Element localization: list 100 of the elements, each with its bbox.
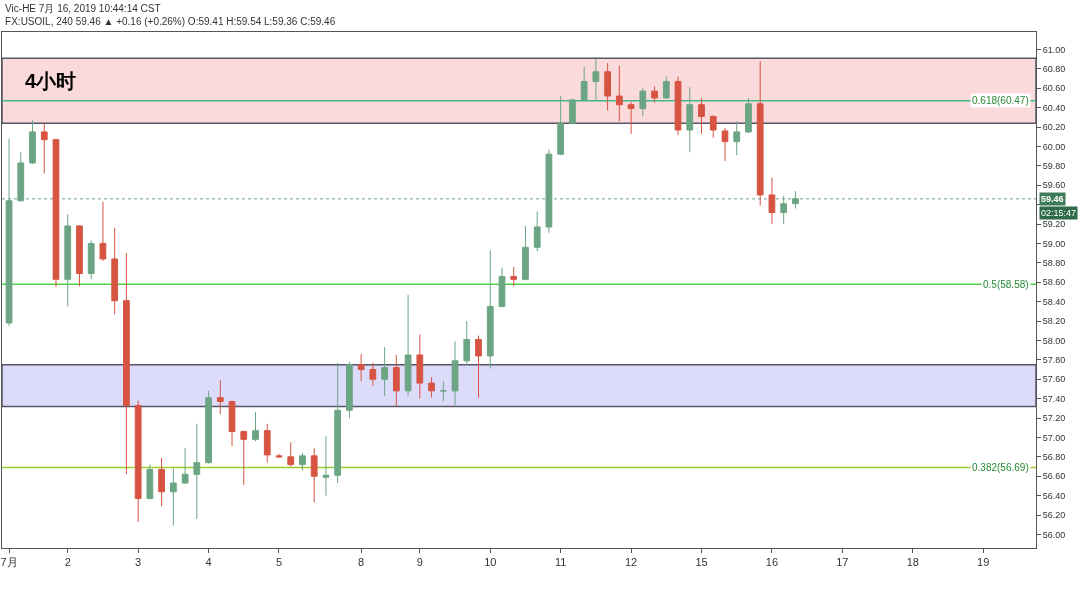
- candlestick: [498, 267, 506, 308]
- y-tick-label: 56.20: [1042, 510, 1066, 521]
- ref-line-label: 0.382(56.69): [972, 462, 1029, 473]
- candlestick: [533, 210, 541, 252]
- x-tick-label: 3: [135, 556, 142, 569]
- candlestick: [686, 86, 694, 153]
- candlestick: [158, 457, 165, 507]
- candlestick: [40, 122, 48, 175]
- y-tick-label: 59.20: [1042, 219, 1066, 230]
- candlestick: [639, 87, 647, 117]
- y-tick-label: 57.20: [1042, 413, 1066, 424]
- x-tick-label: 17: [836, 556, 849, 569]
- y-tick-label: 60.00: [1042, 141, 1066, 152]
- x-tick-label: 18: [906, 556, 919, 569]
- y-tick-label: 56.40: [1042, 490, 1066, 501]
- candlestick: [475, 335, 482, 399]
- candlestick: [745, 97, 752, 134]
- x-tick-label: 9: [416, 556, 423, 569]
- candlestick: [87, 240, 95, 280]
- x-tick-label: 12: [624, 556, 638, 569]
- candlestick: [76, 224, 83, 287]
- candlestick: [275, 453, 283, 459]
- x-tick-label: 2: [64, 556, 71, 569]
- candlestick: [392, 354, 400, 407]
- candlestick: [510, 266, 518, 287]
- candlestick: [29, 119, 36, 165]
- y-tick-label: 57.40: [1042, 393, 1066, 404]
- y-tick-label: 56.00: [1042, 529, 1066, 540]
- candlestick: [381, 346, 388, 397]
- x-tick-label: 8: [358, 556, 365, 569]
- text: 02:15:47: [1041, 208, 1077, 218]
- candlestick: [651, 85, 658, 104]
- x-tick-label: 5: [275, 556, 283, 569]
- candlestick: [486, 249, 494, 370]
- candlestick: [674, 76, 682, 136]
- candlestick: [604, 62, 611, 112]
- x-tick-label: 19: [977, 556, 990, 569]
- candlestick: [698, 97, 705, 135]
- candlestick: [416, 334, 424, 400]
- candlestick: [216, 379, 224, 415]
- candlestick: [768, 176, 776, 225]
- candlestick: [205, 390, 212, 465]
- x-tick-label: 16: [765, 556, 779, 569]
- x-tick-label: 7月: [0, 556, 18, 569]
- chart-title: Vic-HE 7月 16, 2019 10:44:14 CST: [5, 3, 161, 14]
- candlestick: [592, 58, 600, 101]
- y-tick-label: 59.80: [1042, 161, 1066, 171]
- y-tick-label: 59.60: [1042, 180, 1066, 191]
- y-tick-label: 61.00: [1042, 44, 1066, 55]
- candlestick: [346, 361, 353, 419]
- ref-line-label: 59.46: [1041, 194, 1064, 204]
- candlestick: [709, 114, 717, 139]
- y-tick-label: 58.20: [1042, 316, 1066, 327]
- x-tick-label: 10: [484, 556, 497, 569]
- y-tick-label: 58.60: [1042, 277, 1066, 288]
- y-tick-label: 57.80: [1042, 354, 1066, 365]
- x-tick-label: 4: [205, 556, 212, 569]
- candlestick: [123, 252, 130, 475]
- candlestick: [580, 66, 588, 102]
- y-tick-label: 56.60: [1042, 471, 1066, 482]
- candlestick: [252, 411, 259, 442]
- candlestick: [134, 400, 142, 523]
- candlestick: [193, 423, 201, 520]
- candlestick: [369, 362, 377, 387]
- candlestick: [287, 441, 295, 468]
- chart-subtitle: FX:USOIL, 240 59.46 ▲ +0.16 (+0.26%) O:59.41 H:59.54 L:59.36 C:59.46: [5, 16, 336, 27]
- candlestick: [428, 376, 435, 399]
- y-tick-label: 60.40: [1042, 102, 1066, 113]
- ref-line-label: 0.5(58.58): [983, 279, 1029, 290]
- candlestick: [463, 320, 471, 367]
- candlestick: [64, 213, 72, 307]
- candlestick: [357, 353, 365, 382]
- candlestick: [52, 138, 60, 288]
- annotation: 4小时: [25, 70, 77, 92]
- y-tick-label: 59.00: [1042, 238, 1066, 249]
- candlestick: [240, 430, 248, 486]
- candlestick: [169, 467, 177, 527]
- y-tick-label: 58.80: [1042, 257, 1066, 268]
- candlestick: [615, 65, 623, 122]
- candlestick: [756, 60, 764, 207]
- candlestick: [522, 225, 529, 281]
- candlestick: [569, 98, 576, 125]
- y-tick-label: 60.60: [1042, 83, 1066, 94]
- candlestick: [662, 76, 670, 100]
- candlestick: [310, 447, 318, 503]
- y-tick-label: 58.00: [1042, 335, 1066, 346]
- candlestick: [451, 340, 459, 406]
- candlestick: [146, 464, 154, 500]
- y-tick-label: 60.20: [1042, 122, 1066, 133]
- candlestick: [322, 435, 330, 497]
- ref-line-label: 0.618(60.47): [972, 95, 1029, 106]
- y-tick-label: 57.00: [1042, 432, 1066, 443]
- candlestick: [733, 120, 741, 156]
- y-tick-label: 58.40: [1042, 296, 1066, 307]
- candlestick: [99, 201, 107, 262]
- y-tick-label: 56.80: [1042, 451, 1066, 462]
- candlestick: [404, 294, 412, 397]
- x-tick-label: 11: [554, 556, 567, 569]
- y-tick-label: 57.60: [1042, 374, 1066, 385]
- candlestick: [111, 227, 119, 315]
